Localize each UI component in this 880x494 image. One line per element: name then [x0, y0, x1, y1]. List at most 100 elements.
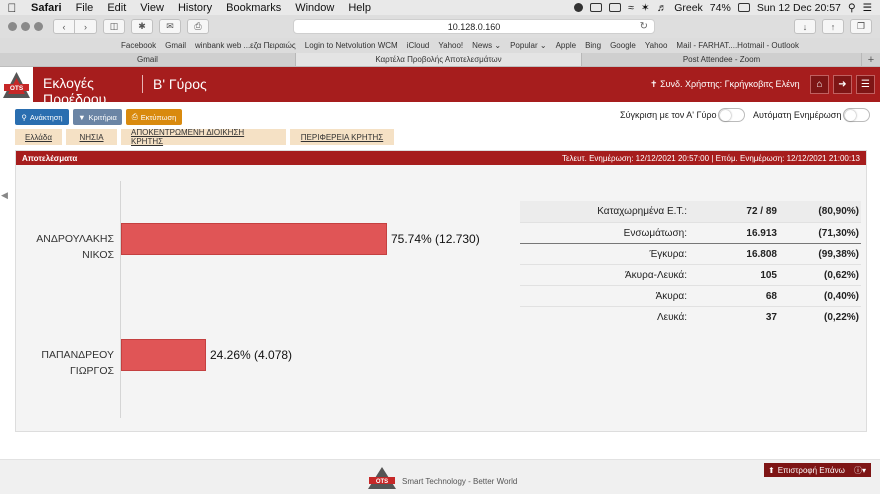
update-times: Τελευτ. Ενημέρωση: 12/12/2021 20:57:00 |…	[562, 154, 860, 163]
volume-icon[interactable]: ♬	[656, 1, 668, 14]
menu-window[interactable]: Window	[295, 1, 335, 14]
share-icon[interactable]: ↑	[822, 19, 844, 34]
address-bar[interactable]: 10.128.0.160 ↻	[293, 19, 655, 34]
menu-view[interactable]: View	[140, 1, 164, 14]
tab-results[interactable]: Καρτέλα Προβολής Αποτελεσμάτων	[296, 53, 582, 66]
stat-label: Καταχωρημένα Ε.Τ.:	[597, 206, 687, 217]
downloads-icon[interactable]: ↓	[794, 19, 816, 34]
bookmarks-bar: Facebook Gmail winbank web ...εζα Πειραιώς…	[0, 38, 880, 53]
region-tab-crete-region[interactable]: ΠΕΡΙΦΕΡΕΙΑ ΚΡΗΤΗΣ	[290, 129, 394, 145]
auto-update-toggle[interactable]	[843, 108, 870, 122]
minimize-window-button[interactable]	[21, 22, 30, 31]
menu-history[interactable]: History	[177, 1, 213, 14]
next-update: Επόμ. Ενημέρωση: 12/12/2021 21:00:13	[715, 153, 860, 163]
menu-bookmarks[interactable]: Bookmarks	[226, 1, 282, 14]
reader-icon[interactable]: ✱	[131, 19, 153, 34]
bookmark-item[interactable]: Facebook	[121, 41, 157, 50]
candidate-name: ΑΝΔΡΟΥΛΑΚΗΣ ΝΙΚΟΣ	[36, 233, 114, 261]
bookmark-item[interactable]: Google	[610, 41, 636, 50]
back-to-top-button[interactable]: ⬆ Επιστροφή Επάνω	[764, 463, 849, 477]
results-bar-chart: 75.74% (12.730) 24.26% (4.078)	[120, 181, 518, 418]
stat-label: Άκυρα-Λευκά:	[625, 270, 687, 281]
bookmark-item[interactable]: Bing	[585, 41, 602, 50]
stat-percent: (80,90%)	[818, 206, 859, 217]
menu-file[interactable]: File	[75, 1, 94, 14]
print-button[interactable]: ⎙ Εκτύπωση	[126, 109, 182, 125]
region-tab-islands[interactable]: ΝΗΣΙΑ	[66, 129, 117, 145]
airplay-icon[interactable]	[609, 3, 622, 12]
bluetooth-icon[interactable]: ✶	[640, 1, 650, 14]
footer-ots-logo: OTS	[368, 467, 396, 489]
browser-toolbar: ‹ › ◫ ✱ ✉ ⎙ 10.128.0.160 ↻ ↓ ↑ ❐	[0, 15, 880, 38]
results-panel: Αποτελέσματα Τελευτ. Ενημέρωση: 12/12/20…	[15, 150, 867, 432]
hamburger-icon: ☰	[861, 79, 870, 90]
bookmark-item[interactable]: News ⌄	[472, 41, 502, 50]
tab-gmail[interactable]: Gmail	[0, 53, 296, 66]
tab-zoom[interactable]: Post Attendee - Zoom	[582, 53, 862, 66]
app-header: OTS Εκλογές Προέδρου Β' Γύρος ✝ Συνδ. Χρ…	[0, 67, 880, 102]
control-center-icon[interactable]: ☰	[862, 1, 872, 14]
print-icon[interactable]: ⎙	[187, 19, 209, 34]
bookmark-item[interactable]: Login to Netvolution WCM	[304, 41, 398, 50]
bookmark-item[interactable]: Yahoo	[644, 41, 668, 50]
stat-row: Άκυρα: 68 (0,40%)	[520, 285, 861, 306]
bookmark-item[interactable]: Yahoo!	[438, 41, 464, 50]
chart-bar[interactable]	[121, 223, 387, 255]
menu-button[interactable]: ☰	[856, 75, 875, 94]
bookmark-item[interactable]: Gmail	[165, 41, 187, 50]
svg-text:OTS: OTS	[376, 479, 388, 485]
bookmark-item[interactable]: iCloud	[406, 41, 430, 50]
bookmark-item[interactable]: Mail - FARHAT....Hotmail - Outlook	[676, 41, 799, 50]
logout-button[interactable]: ➜	[833, 75, 852, 94]
battery-percent[interactable]: 74%	[709, 1, 731, 14]
tab-bar: Gmail Καρτέλα Προβολής Αποτελεσμάτων Pos…	[0, 53, 880, 67]
close-window-button[interactable]	[8, 22, 17, 31]
main-content: ◀ ⚲ Ανάκτηση ▼ Κριτήρια ⎙ Εκτύπωση Σύγκρ…	[0, 102, 880, 494]
macos-menubar:  Safari File Edit View History Bookmark…	[0, 0, 880, 15]
window-controls	[8, 22, 43, 31]
menu-app-name[interactable]: Safari	[31, 1, 62, 14]
stat-percent: (0,62%)	[823, 270, 859, 281]
new-tab-button[interactable]: +	[867, 53, 875, 66]
info-dropdown-button[interactable]: ⓘ▾	[849, 463, 871, 477]
logout-icon: ➜	[838, 79, 847, 90]
back-button[interactable]: ‹	[53, 19, 75, 34]
stat-label: Έγκυρα:	[649, 249, 687, 260]
menu-edit[interactable]: Edit	[107, 1, 127, 14]
home-button[interactable]: ⌂	[810, 75, 829, 94]
zoom-status-icon[interactable]	[574, 3, 584, 12]
wifi-icon[interactable]: ≈	[628, 1, 634, 14]
zoom-window-button[interactable]	[34, 22, 43, 31]
sidebar-toggle-icon[interactable]: ◫	[103, 19, 125, 34]
forward-button[interactable]: ›	[75, 19, 97, 34]
chart-bar[interactable]	[121, 339, 206, 371]
apple-menu-icon[interactable]: 	[0, 1, 24, 15]
screen-icon[interactable]	[590, 3, 603, 12]
header-divider	[142, 75, 143, 93]
tabs-overview-icon[interactable]: ❐	[850, 19, 872, 34]
compare-first-round-toggle[interactable]	[718, 108, 745, 122]
mail-icon[interactable]: ✉	[159, 19, 181, 34]
criteria-button[interactable]: ▼ Κριτήρια	[73, 109, 122, 125]
region-tab-greece[interactable]: Ελλάδα	[15, 129, 62, 145]
reload-icon[interactable]: ↻	[639, 21, 648, 32]
bookmark-item[interactable]: Apple	[555, 41, 577, 50]
search-button[interactable]: ⚲ Ανάκτηση	[15, 109, 69, 125]
stat-percent: (0,40%)	[823, 291, 859, 302]
chart-axis	[120, 181, 121, 418]
clock[interactable]: Sun 12 Dec 20:57	[756, 1, 841, 14]
bar-data-label: 24.26% (4.078)	[210, 348, 293, 362]
bar-data-label: 75.74% (12.730)	[391, 232, 480, 246]
spotlight-icon[interactable]: ⚲	[847, 1, 856, 14]
input-source[interactable]: Greek	[674, 1, 703, 14]
stat-value: 72 / 89	[746, 206, 777, 217]
battery-icon[interactable]	[737, 3, 750, 12]
sidebar-collapse-icon[interactable]: ◀	[1, 190, 8, 200]
region-tab-crete-admin[interactable]: ΑΠΟΚΕΝΤΡΩΜΕΝΗ ΔΙΟΙΚΗΣΗ ΚΡΗΤΗΣ	[121, 128, 286, 146]
page-footer: OTS Smart Technology - Better World ⬆ Επ…	[0, 459, 880, 494]
menu-help[interactable]: Help	[348, 1, 371, 14]
results-header: Αποτελέσματα Τελευτ. Ενημέρωση: 12/12/20…	[16, 151, 866, 165]
bookmark-item[interactable]: winbank web ...εζα Πειραιώς	[195, 41, 296, 50]
ots-logo[interactable]: OTS	[0, 67, 33, 102]
bookmark-item[interactable]: Popular ⌄	[510, 41, 547, 50]
